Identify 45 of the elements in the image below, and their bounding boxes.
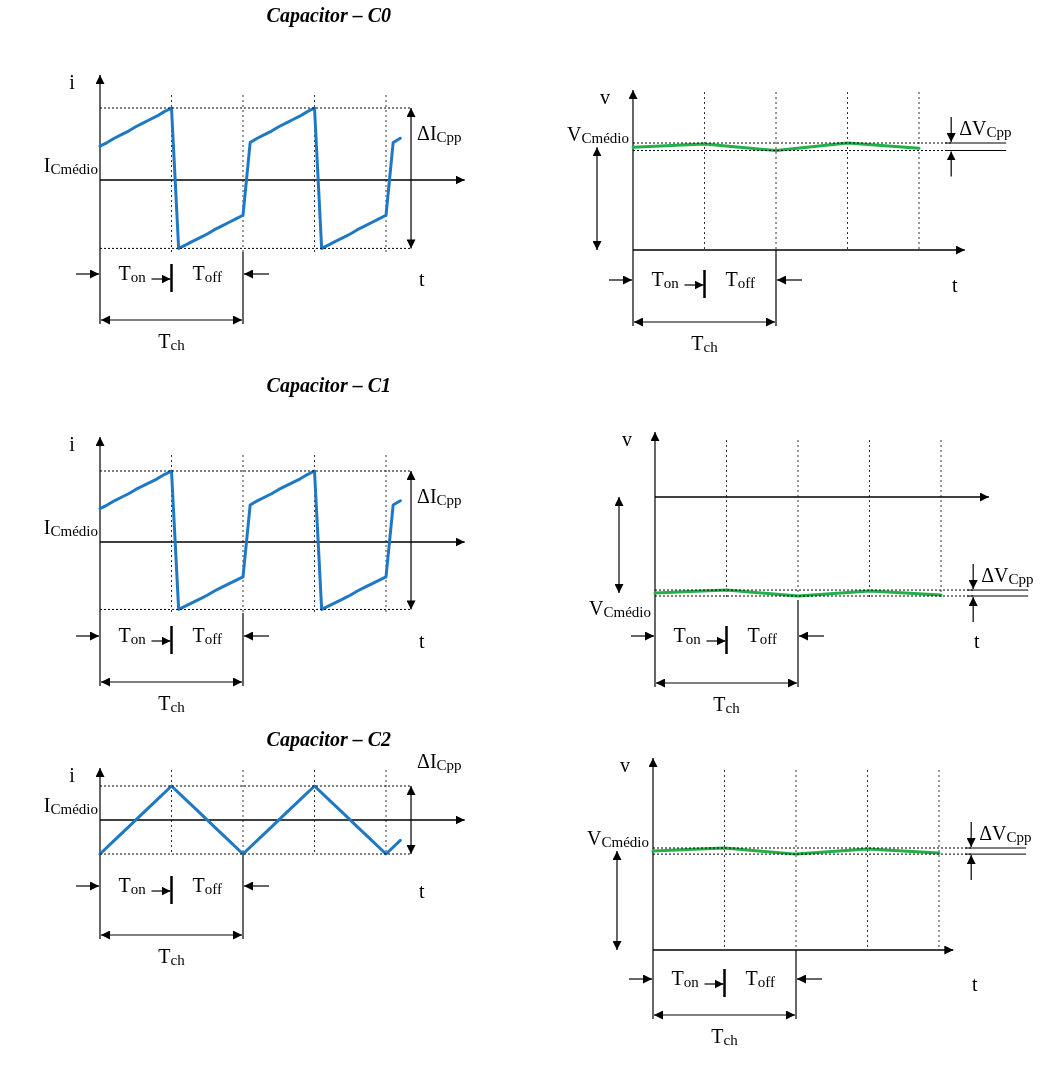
text: V$_{Cmédio}$ — [567, 123, 629, 146]
text: T$_{ch}$ — [158, 945, 186, 968]
text: ΔI$_{Cpp}$ — [417, 750, 462, 773]
y-axis-title: i — [69, 433, 76, 455]
text: V$_{Cmédio}$ — [589, 597, 651, 620]
text: T$_{on}$ — [118, 262, 147, 285]
x-axis-title: t — [951, 274, 958, 296]
text: ΔI$_{Cpp}$ — [417, 485, 462, 508]
text: I$_{Cmédio}$ — [43, 794, 98, 817]
text: ΔI$_{Cpp}$ — [417, 122, 462, 145]
y-axis-title: v — [622, 428, 632, 450]
text: T$_{ch}$ — [158, 692, 186, 715]
text: T$_{ch}$ — [711, 1025, 739, 1048]
text: T$_{on}$ — [118, 624, 147, 647]
x-axis-title: t — [418, 268, 425, 290]
text: T$_{off}$ — [192, 262, 222, 285]
text: ΔV$_{Cpp}$ — [959, 117, 1012, 140]
text: T$_{off}$ — [745, 967, 775, 990]
text: I$_{Cmédio}$ — [43, 154, 98, 177]
chart-title: Capacitor – C1 — [266, 374, 392, 397]
x-axis-title: t — [973, 630, 980, 652]
text: T$_{ch}$ — [691, 332, 719, 355]
text: ΔV$_{Cpp}$ — [981, 564, 1034, 587]
text: T$_{ch}$ — [713, 693, 741, 716]
text: I$_{Cmédio}$ — [43, 516, 98, 539]
text: T$_{off}$ — [747, 624, 777, 647]
chart-title: Capacitor – C2 — [266, 728, 392, 751]
chart-title: Capacitor – C0 — [266, 4, 392, 27]
text: ΔV$_{Cpp}$ — [979, 822, 1032, 845]
text: T$_{on}$ — [118, 874, 147, 897]
text: T$_{off}$ — [192, 874, 222, 897]
text: V$_{Cmédio}$ — [587, 827, 649, 850]
x-axis-title: t — [418, 880, 425, 902]
text: T$_{on}$ — [671, 967, 700, 990]
text: T$_{off}$ — [725, 268, 755, 291]
y-axis-title: v — [620, 754, 630, 776]
text: T$_{on}$ — [673, 624, 702, 647]
x-axis-title: t — [418, 630, 425, 652]
y-axis-title: i — [69, 71, 76, 93]
text: T$_{off}$ — [192, 624, 222, 647]
text: T$_{on}$ — [651, 268, 680, 291]
x-axis-title: t — [971, 973, 978, 995]
y-axis-title: v — [600, 86, 610, 108]
text: T$_{ch}$ — [158, 330, 186, 353]
y-axis-title: i — [69, 764, 76, 786]
